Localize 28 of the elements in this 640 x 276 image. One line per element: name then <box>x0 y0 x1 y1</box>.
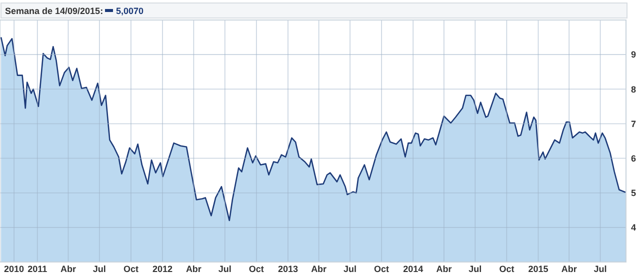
x-tick-label: 2013 <box>278 264 298 274</box>
x-tick-label: Abr <box>311 264 328 274</box>
x-tick-label: Abr <box>561 264 578 274</box>
chart-title: Semana de 14/09/2015: <box>5 6 104 16</box>
x-tick-label: Jul <box>218 264 232 274</box>
x-tick-label: Jul <box>344 264 357 274</box>
x-tick-label: Jul <box>468 264 482 274</box>
y-tick-label: 6 <box>631 153 636 164</box>
x-tick-label: Oct <box>123 264 138 274</box>
y-tick-label: 9 <box>631 50 636 60</box>
text: 5,0070 <box>116 6 144 16</box>
x-tick-label: Jul <box>594 264 607 274</box>
x-tick-label: 2014 <box>403 264 424 274</box>
x-tick-label: Abr <box>186 264 202 274</box>
x-tick-label: Abr <box>436 264 452 274</box>
y-tick-label: 8 <box>631 84 636 94</box>
x-tick-label: Abr <box>60 264 76 274</box>
x-tick-label: Oct <box>248 264 264 274</box>
x-tick-label: 2015 <box>528 264 548 274</box>
y-tick-label: 4 <box>631 222 636 233</box>
y-tick-label: 5 <box>631 188 636 198</box>
x-tick-label: Oct <box>499 264 514 274</box>
x-tick-label: 2012 <box>152 264 173 274</box>
x-tick-label: Oct <box>374 264 390 274</box>
y-tick-label: 7 <box>631 118 636 129</box>
x-tick-label: 2010 <box>4 264 24 274</box>
x-tick-label: Jul <box>92 264 106 274</box>
x-tick-label: 2011 <box>28 264 48 274</box>
